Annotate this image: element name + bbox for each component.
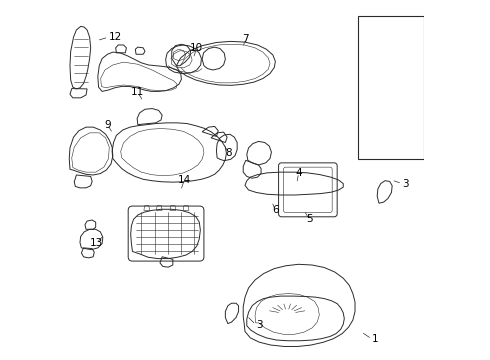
Text: 1: 1 (372, 334, 378, 344)
Text: 6: 6 (272, 205, 279, 215)
Text: 3: 3 (402, 179, 409, 189)
Text: 14: 14 (178, 175, 191, 185)
Text: 11: 11 (131, 87, 145, 98)
Bar (358, 16, 424, 158)
Text: 10: 10 (190, 43, 203, 53)
Text: 13: 13 (90, 238, 103, 248)
Text: 4: 4 (295, 168, 302, 178)
Text: 2: 2 (404, 41, 411, 51)
Text: 5: 5 (306, 214, 313, 224)
Text: 9: 9 (104, 120, 111, 130)
Text: 12: 12 (109, 32, 122, 42)
Text: 8: 8 (225, 148, 232, 158)
Text: 3: 3 (256, 320, 262, 330)
Text: 7: 7 (242, 34, 248, 44)
